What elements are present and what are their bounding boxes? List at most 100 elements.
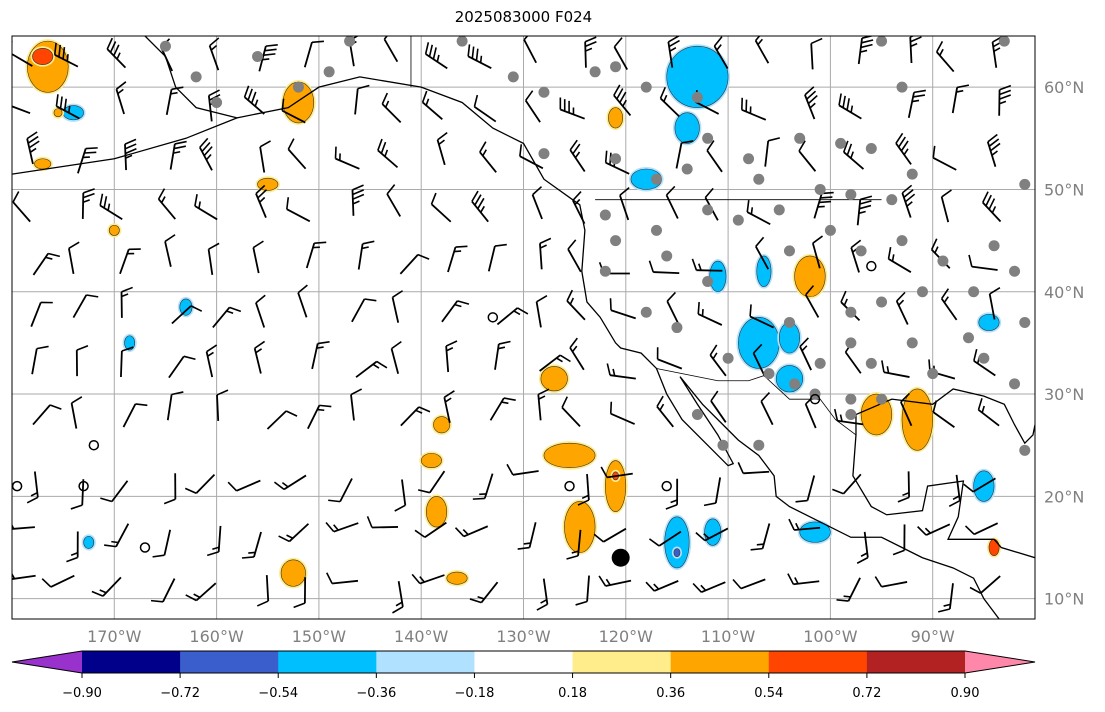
wind-barb-staff bbox=[665, 194, 679, 219]
wind-barb-tick bbox=[846, 143, 853, 156]
wind-barb-tick bbox=[817, 205, 825, 208]
contour-fill bbox=[978, 313, 1000, 331]
station-dot bbox=[599, 209, 611, 221]
wind-barb-staff bbox=[524, 99, 541, 123]
colorbar-tick-label: −0.36 bbox=[356, 686, 396, 701]
wind-barb-tick bbox=[287, 138, 295, 150]
wind-barb-tick bbox=[896, 291, 906, 302]
wind-barb-tick bbox=[794, 577, 799, 585]
wind-barb-tick bbox=[536, 603, 548, 611]
wind-barb-tick bbox=[391, 341, 402, 350]
wind-barb-tick bbox=[991, 150, 998, 156]
wind-barb-tick bbox=[561, 396, 568, 408]
wind-barb-tick bbox=[932, 145, 936, 158]
station-dot bbox=[845, 306, 857, 318]
wind-barb-staff bbox=[706, 149, 723, 173]
wind-barb-tick bbox=[392, 290, 404, 298]
wind-barb-tick bbox=[648, 538, 660, 547]
wind-barb-tick bbox=[703, 533, 710, 539]
wind-barb-tick bbox=[395, 601, 403, 607]
wind-barb-tick bbox=[523, 542, 531, 545]
wind-barb-tick bbox=[150, 599, 164, 603]
station-large-dot bbox=[611, 548, 630, 567]
wind-barb-tick bbox=[910, 36, 922, 43]
wind-barb-tick bbox=[415, 409, 423, 414]
wind-barb-tick bbox=[185, 594, 197, 602]
wind-barb-tick bbox=[437, 132, 448, 141]
station-dot bbox=[865, 143, 877, 155]
wind-barb-tick bbox=[352, 189, 365, 196]
wind-barb-staff bbox=[111, 480, 129, 503]
station-dot bbox=[722, 352, 734, 364]
wind-barb-tick bbox=[438, 139, 445, 145]
wind-barb-tick bbox=[990, 142, 1001, 152]
wind-barb-staff bbox=[160, 47, 173, 72]
wind-barb-staff bbox=[710, 400, 727, 423]
wind-barb-tick bbox=[858, 210, 866, 215]
station-dot bbox=[845, 393, 857, 405]
wind-barb-tick bbox=[917, 526, 927, 536]
wind-barb-tick bbox=[467, 44, 471, 57]
wind-barb-tick bbox=[752, 343, 763, 354]
wind-barb-staff bbox=[666, 300, 680, 325]
lat-tick-label: 20°N bbox=[1044, 487, 1084, 506]
wind-barb-tick bbox=[713, 36, 723, 47]
wind-barb-staff bbox=[287, 148, 307, 170]
wind-barb-tick bbox=[55, 94, 59, 107]
lon-tick-label: 120°W bbox=[599, 627, 654, 646]
wind-barb-tick bbox=[418, 406, 431, 413]
plot-title: 2025083000 F024 bbox=[454, 8, 593, 26]
station-dot bbox=[773, 204, 785, 216]
wind-barb-tick bbox=[704, 187, 714, 198]
wind-barb-staff bbox=[972, 477, 996, 493]
wind-barb-staff bbox=[811, 242, 821, 269]
wind-barb-tick bbox=[988, 138, 1000, 147]
station-dot bbox=[1019, 444, 1031, 456]
station-dot bbox=[896, 81, 908, 93]
wind-barb-tick bbox=[63, 98, 68, 111]
station-dot bbox=[896, 235, 908, 247]
wind-barb-tick bbox=[506, 463, 514, 476]
wind-barb-tick bbox=[860, 552, 868, 557]
wind-barb-tick bbox=[160, 196, 166, 204]
wind-barb-staff bbox=[297, 292, 308, 318]
wind-barb-tick bbox=[86, 294, 99, 298]
wind-barb-staff bbox=[281, 109, 306, 124]
station-dot bbox=[589, 66, 601, 78]
station-dot bbox=[845, 189, 857, 201]
wind-barb-tick bbox=[801, 345, 808, 352]
wind-barb-tick bbox=[384, 100, 390, 108]
wind-barb-tick bbox=[839, 414, 843, 422]
wind-barb-tick bbox=[255, 184, 266, 195]
wind-barb-tick bbox=[703, 502, 716, 507]
wind-barb-staff bbox=[760, 400, 774, 426]
wind-barb-tick bbox=[593, 533, 604, 543]
wind-barb-staff bbox=[120, 350, 123, 378]
wind-barb-tick bbox=[613, 84, 621, 96]
wind-barb-tick bbox=[352, 193, 365, 200]
wind-barb-tick bbox=[482, 149, 487, 157]
wind-barb-staff bbox=[523, 39, 537, 64]
wind-barb-staff bbox=[236, 479, 261, 492]
wind-barb-tick bbox=[860, 49, 868, 53]
wind-barb-tick bbox=[352, 200, 360, 205]
wind-barb-tick bbox=[987, 133, 998, 143]
wind-barb-tick bbox=[895, 132, 904, 144]
wind-barb-tick bbox=[604, 150, 608, 163]
wind-barb-tick bbox=[906, 201, 913, 207]
wind-barb-staff bbox=[332, 579, 359, 585]
wind-barb-staff bbox=[399, 254, 419, 275]
wind-barb-tick bbox=[536, 295, 548, 303]
wind-barb-tick bbox=[68, 241, 80, 249]
station-open-circle bbox=[661, 480, 672, 492]
contour-fill bbox=[673, 548, 681, 558]
wind-barb-tick bbox=[989, 287, 1001, 295]
wind-barb-tick bbox=[566, 289, 574, 302]
contour-fill bbox=[420, 453, 442, 469]
colorbar-segment bbox=[82, 651, 181, 673]
wind-barb-tick bbox=[669, 46, 677, 52]
wind-barb-tick bbox=[121, 346, 134, 352]
wind-barb-staff bbox=[162, 578, 176, 603]
station-dot bbox=[599, 265, 611, 277]
wind-barb-tick bbox=[475, 48, 479, 61]
